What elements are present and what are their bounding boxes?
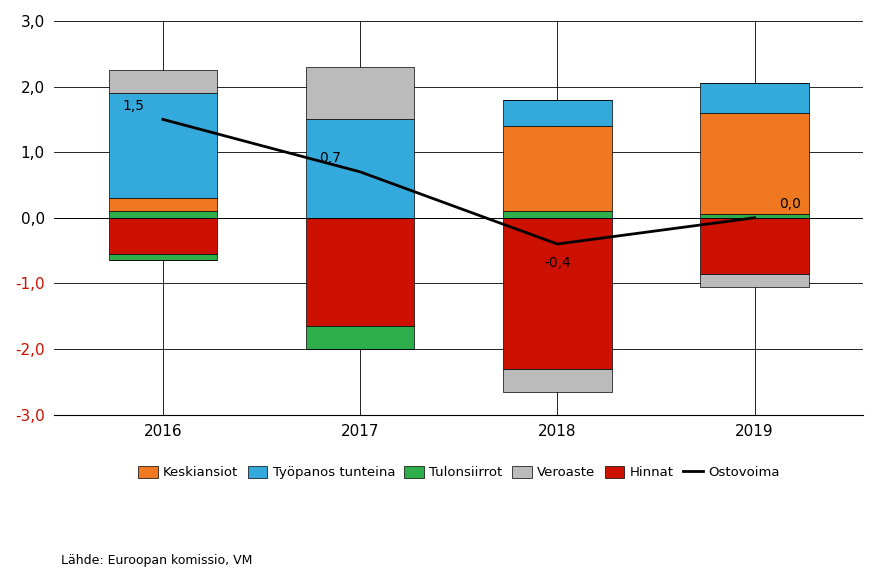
- Bar: [503, 368, 611, 391]
- Legend: Keskiansiot, Työpanos tunteina, Tulonsiirrot, Veroaste, Hinnat, Ostovoima: Keskiansiot, Työpanos tunteina, Tulonsii…: [132, 461, 784, 485]
- Text: Lähde: Euroopan komissio, VM: Lähde: Euroopan komissio, VM: [61, 554, 253, 567]
- Bar: [700, 218, 808, 273]
- Bar: [109, 254, 217, 260]
- Bar: [700, 273, 808, 286]
- Bar: [700, 214, 808, 218]
- Text: 1,5: 1,5: [122, 99, 144, 113]
- Bar: [109, 93, 217, 198]
- Text: -0,4: -0,4: [544, 256, 570, 270]
- Bar: [109, 218, 217, 254]
- Bar: [109, 211, 217, 218]
- Bar: [305, 218, 414, 326]
- Bar: [503, 211, 611, 218]
- Text: 0,0: 0,0: [778, 197, 800, 211]
- Bar: [503, 126, 611, 211]
- Bar: [109, 70, 217, 93]
- Bar: [305, 119, 414, 218]
- Bar: [700, 83, 808, 113]
- Bar: [305, 326, 414, 349]
- Text: 0,7: 0,7: [319, 151, 341, 165]
- Bar: [503, 218, 611, 368]
- Bar: [305, 67, 414, 119]
- Bar: [503, 100, 611, 126]
- Bar: [700, 113, 808, 214]
- Bar: [109, 198, 217, 211]
